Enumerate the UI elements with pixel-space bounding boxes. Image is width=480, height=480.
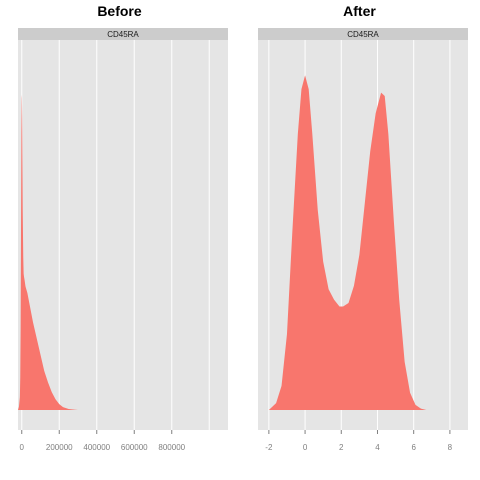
x-tick-label-before-4: 800000 bbox=[158, 443, 185, 452]
strip-label-before: CD45RA bbox=[107, 30, 139, 39]
density-area-after bbox=[268, 75, 427, 410]
panel-after: After CD45RA -2 0 2 4 6 8 bbox=[258, 3, 468, 452]
plot-background-before bbox=[18, 40, 228, 430]
x-tick-label-after-4: 6 bbox=[411, 443, 416, 452]
x-tick-label-after-5: 8 bbox=[448, 443, 453, 452]
x-tick-label-before-0: 0 bbox=[20, 443, 25, 452]
x-tick-label-after-2: 2 bbox=[339, 443, 344, 452]
panel-before: Before CD45RA 0 200000 400000 600000 800000 bbox=[18, 3, 228, 452]
strip-background-before bbox=[18, 28, 228, 40]
density-area-before bbox=[18, 94, 78, 410]
x-tick-label-after-1: 0 bbox=[303, 443, 308, 452]
strip-background-after bbox=[258, 28, 468, 40]
x-axis-ticks-after: -2 0 2 4 6 8 bbox=[265, 430, 453, 452]
x-tick-label-after-3: 4 bbox=[375, 443, 380, 452]
strip-label-after: CD45RA bbox=[347, 30, 379, 39]
panel-title-before: Before bbox=[97, 3, 142, 19]
x-tick-label-before-3: 600000 bbox=[121, 443, 148, 452]
x-tick-label-after-0: -2 bbox=[265, 443, 273, 452]
x-axis-ticks-before: 0 200000 400000 600000 800000 bbox=[20, 430, 186, 452]
x-tick-label-before-1: 200000 bbox=[46, 443, 73, 452]
x-tick-label-before-2: 400000 bbox=[83, 443, 110, 452]
panel-title-after: After bbox=[343, 3, 376, 19]
